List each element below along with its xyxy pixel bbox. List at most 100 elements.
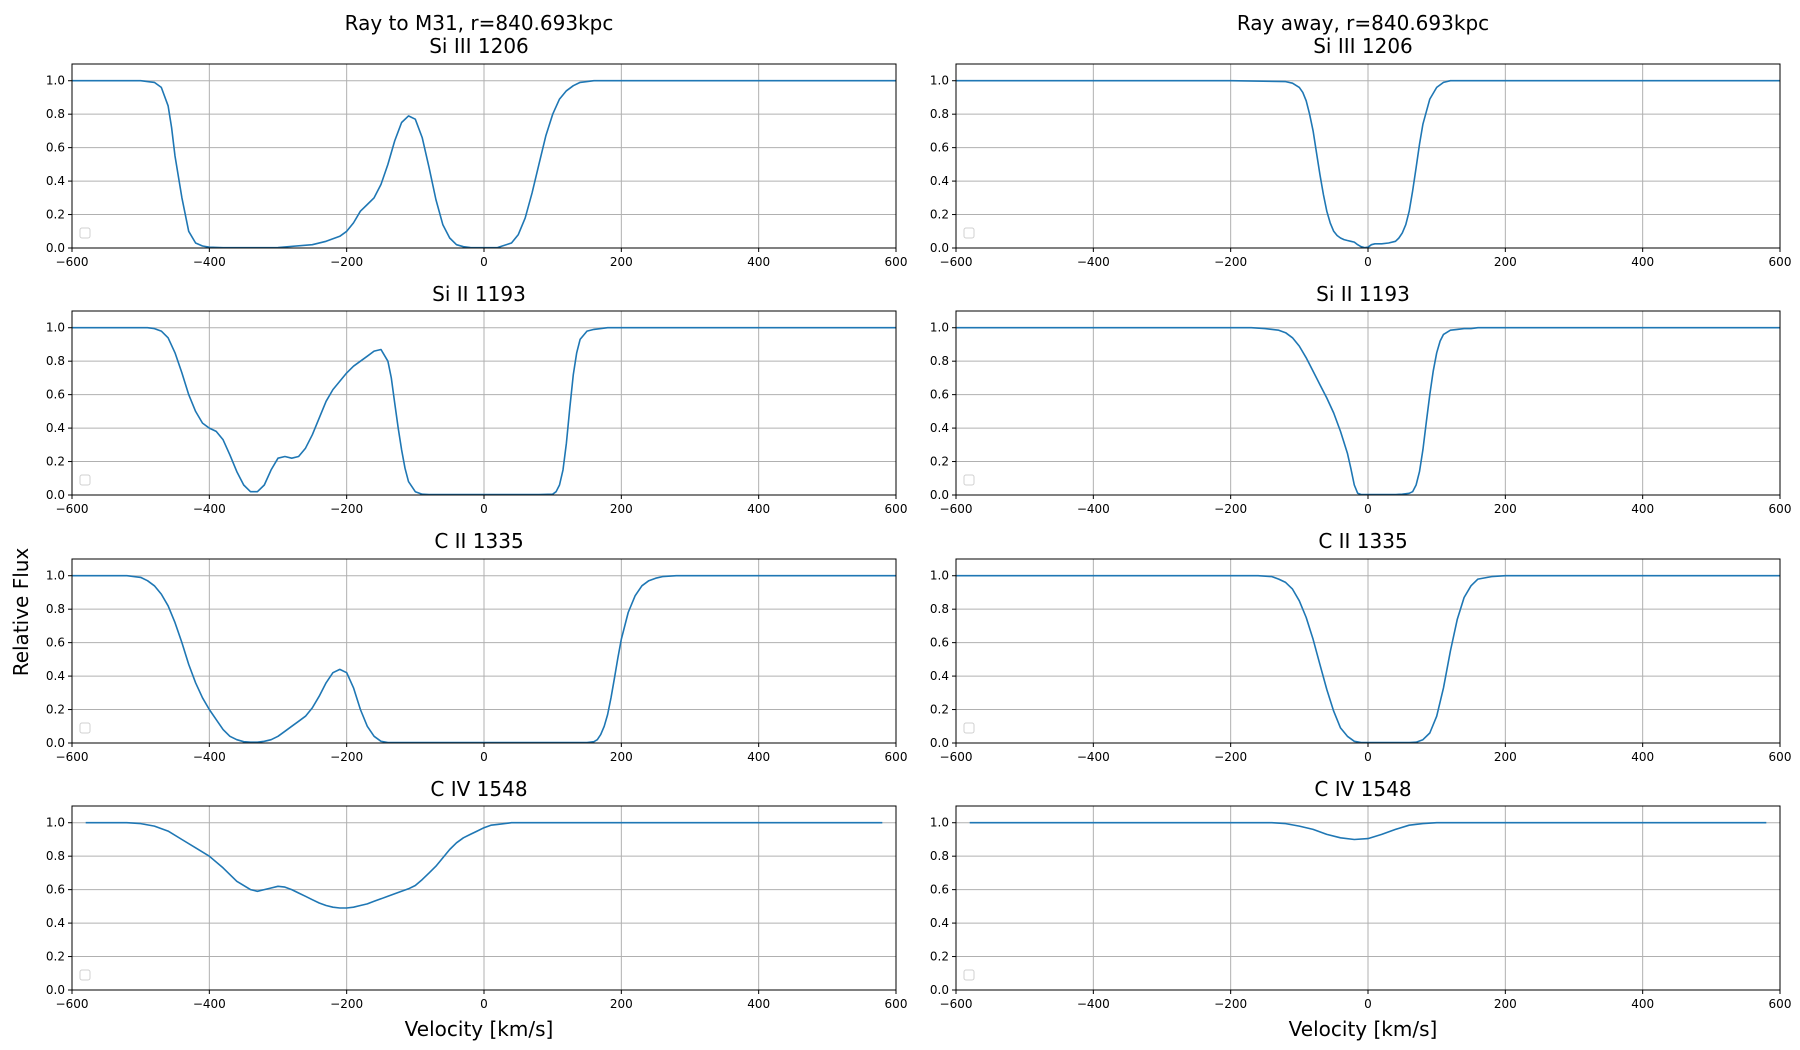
x-tick-label: −600: [56, 502, 89, 516]
y-tick-label: 0.4: [46, 174, 65, 188]
y-tick-label: 0.2: [930, 703, 949, 717]
x-axis-label: Velocity [km/s]: [1289, 1017, 1438, 1041]
x-axis-label: Velocity [km/s]: [405, 1017, 554, 1041]
y-tick-label: 0.8: [930, 602, 949, 616]
flux-line: [85, 821, 883, 909]
y-tick-label: 0.2: [46, 208, 65, 222]
y-tick-label: 0.6: [46, 388, 65, 402]
x-tick-label: −200: [1214, 255, 1247, 269]
subplot-panel: −600 −400 −200 0 200 400 600 0.0 0.2 0.4 0.6 0.8 1.0: [930, 63, 1792, 269]
x-tick-label: 600: [1769, 750, 1792, 764]
subplot-panel: −600 −400 −200 0 200 400 600 0.0 0.2 0.4 0.6 0.8 1.0: [46, 63, 908, 269]
x-tick-label: 600: [885, 750, 908, 764]
x-tick-label: 0: [1364, 502, 1372, 516]
y-tick-label: 0.0: [46, 241, 65, 255]
y-tick-label: 0.2: [46, 455, 65, 469]
subplot-title: C II 1335: [434, 529, 523, 553]
y-tick-label: 0.6: [46, 141, 65, 155]
x-tick-label: 200: [1494, 750, 1517, 764]
x-tick-label: 400: [747, 997, 770, 1011]
y-tick-label: 1.0: [46, 816, 65, 830]
x-tick-label: 200: [1494, 255, 1517, 269]
x-tick-label: −400: [193, 502, 226, 516]
y-tick-label: 0.2: [930, 455, 949, 469]
y-tick-label: 0.0: [930, 736, 949, 750]
x-tick-label: 600: [885, 997, 908, 1011]
x-tick-label: 200: [1494, 502, 1517, 516]
x-tick-label: 400: [1631, 255, 1654, 269]
y-tick-label: 0.0: [930, 488, 949, 502]
x-tick-label: −600: [56, 750, 89, 764]
x-tick-label: 0: [1364, 255, 1372, 269]
y-tick-label: 0.8: [930, 107, 949, 121]
x-tick-label: 400: [747, 502, 770, 516]
x-tick-label: −200: [1214, 750, 1247, 764]
y-tick-label: 0.2: [46, 950, 65, 964]
legend-box: [963, 722, 975, 734]
subplot-panel: −600 −400 −200 0 200 400 600 0.0 0.2 0.4 0.6 0.8 1.0: [930, 558, 1792, 764]
x-tick-label: 400: [747, 255, 770, 269]
x-tick-label: 0: [1364, 997, 1372, 1011]
y-tick-label: 0.6: [46, 883, 65, 897]
flux-line: [969, 821, 1767, 841]
flux-line: [956, 79, 1780, 249]
x-tick-label: 400: [1631, 750, 1654, 764]
x-tick-label: 200: [610, 502, 633, 516]
subplot-panel: −600 −400 −200 0 200 400 600 0.0 0.2 0.4 0.6 0.8 1.0: [46, 558, 908, 764]
x-tick-label: −200: [330, 255, 363, 269]
y-tick-label: 0.4: [46, 669, 65, 683]
x-tick-label: −400: [1077, 255, 1110, 269]
y-tick-label: 0.2: [930, 950, 949, 964]
subplot-panel: −600 −400 −200 0 200 400 600 0.0 0.2 0.4 0.6 0.8 1.0: [930, 310, 1791, 516]
x-tick-label: −400: [193, 997, 226, 1011]
x-tick-label: 200: [610, 997, 633, 1011]
column-title-left: Ray to M31, r=840.693kpc: [345, 11, 614, 35]
x-tick-label: 600: [1769, 255, 1792, 269]
subplot-panel: −600 −400 −200 0 200 400 600 0.0 0.2 0.4 0.6 0.8 1.0: [46, 805, 908, 1011]
y-tick-label: 0.0: [46, 983, 65, 997]
y-tick-label: 0.8: [46, 107, 65, 121]
legend-box: [79, 227, 91, 239]
x-tick-label: 0: [480, 750, 488, 764]
y-tick-label: 0.4: [930, 916, 949, 930]
x-tick-label: −200: [330, 997, 363, 1011]
y-tick-label: 1.0: [930, 569, 949, 583]
x-tick-label: 600: [885, 255, 908, 269]
x-tick-label: 200: [610, 750, 633, 764]
subplot-title: Si II 1193: [1316, 282, 1410, 306]
flux-line: [72, 79, 896, 249]
subplot-title: Si II 1193: [432, 282, 526, 306]
y-tick-label: 0.8: [930, 849, 949, 863]
x-tick-label: −200: [330, 502, 363, 516]
subplot-title: C II 1335: [1318, 529, 1407, 553]
y-tick-label: 0.4: [46, 916, 65, 930]
y-tick-label: 0.4: [46, 421, 65, 435]
y-tick-label: 0.0: [46, 488, 65, 502]
x-tick-label: −600: [940, 750, 973, 764]
y-tick-label: 1.0: [46, 569, 65, 583]
x-tick-label: 600: [885, 502, 908, 516]
legend-box: [79, 969, 91, 981]
x-tick-label: 400: [747, 750, 770, 764]
y-axis-label: Relative Flux: [9, 548, 33, 677]
y-tick-label: 1.0: [46, 321, 65, 335]
y-tick-label: 0.6: [930, 636, 949, 650]
x-tick-label: 400: [1631, 997, 1654, 1011]
x-tick-label: 400: [1631, 502, 1654, 516]
y-tick-label: 0.4: [930, 421, 949, 435]
legend-box: [79, 722, 91, 734]
y-tick-label: 0.0: [930, 983, 949, 997]
x-tick-label: 0: [1364, 750, 1372, 764]
x-tick-label: −400: [1077, 750, 1110, 764]
y-tick-label: 0.8: [46, 354, 65, 368]
y-tick-label: 0.8: [46, 849, 65, 863]
subplot-title: C IV 1548: [1314, 777, 1411, 801]
legend-box: [963, 474, 975, 486]
column-title-right: Ray away, r=840.693kpc: [1237, 11, 1489, 35]
legend-box: [79, 474, 91, 486]
x-tick-label: 0: [480, 502, 488, 516]
subplot-title: Si III 1206: [1313, 34, 1413, 58]
x-tick-label: −600: [56, 997, 89, 1011]
y-tick-label: 0.6: [930, 388, 949, 402]
y-tick-label: 0.4: [930, 174, 949, 188]
